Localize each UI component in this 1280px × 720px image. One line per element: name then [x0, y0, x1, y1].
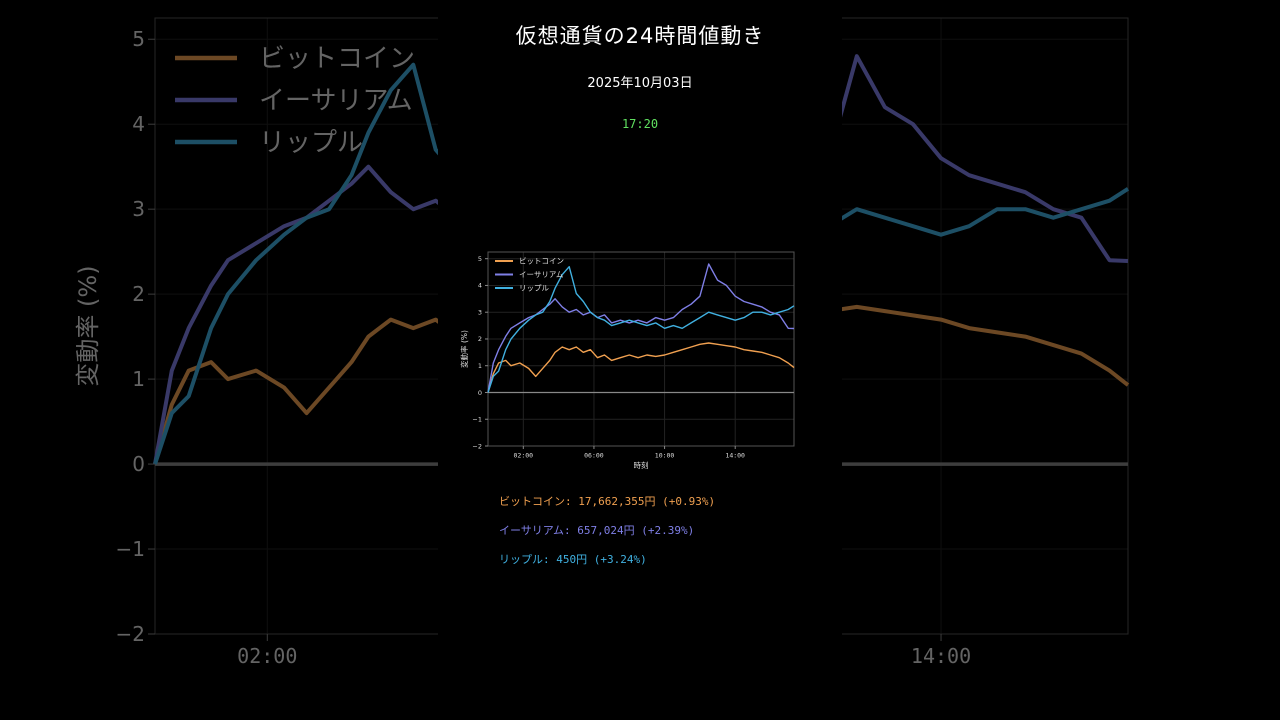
legend-label-ripple: リップル [259, 128, 363, 158]
x-axis-label: 時刻 [634, 460, 649, 470]
legend-label-bitcoin: ビットコイン [519, 257, 564, 266]
legend-label-ethereum: イーサリアム [519, 270, 563, 279]
y-tick-label: −1 [472, 416, 482, 424]
y-tick-label: 5 [478, 255, 482, 263]
series-line-ethereum [842, 54, 1129, 263]
x-tick-label: 14:00 [725, 452, 745, 460]
series-line-bitcoin [487, 342, 795, 393]
y-tick-label: 2 [132, 282, 145, 306]
y-tick-label: 4 [132, 112, 145, 136]
y-tick-label: 1 [478, 362, 482, 370]
series-line-bitcoin [842, 304, 1130, 387]
bitcoin-price: ビットコイン: 17,662,355円 (+0.93%) [499, 495, 716, 508]
legend-label-ethereum: イーサリアム [259, 86, 413, 116]
series-line-ripple [153, 62, 438, 465]
y-tick-label: −2 [116, 622, 145, 646]
ripple-price: リップル: 450円 (+3.24%) [499, 553, 647, 566]
series-line-ripple [487, 266, 795, 393]
y-tick-label: 3 [478, 308, 482, 316]
series-line-ethereum [153, 164, 438, 465]
y-tick-label: 0 [132, 452, 145, 476]
main-chart-svg: 5 4 3 2 1 0 −1 −2 02:00 06:00 10:00 14:00 時刻 変動率 (%) ビ… [459, 251, 795, 470]
date-label: 2025年10月03日 [587, 76, 693, 91]
main-chart: 5 4 3 2 1 0 −1 −2 02:00 06:00 10:00 14:00 時刻 変動率 (%) ビ… [459, 248, 800, 477]
y-tick-label: 3 [132, 197, 145, 221]
legend-label-bitcoin: ビットコイン [259, 44, 415, 74]
y-tick-label: 1 [132, 367, 145, 391]
y-tick-label: −2 [472, 442, 482, 450]
y-axis-label: 変動率 (%) [74, 265, 102, 386]
series-line-bitcoin [153, 317, 438, 465]
plot-frame [154, 17, 438, 635]
series-line-ripple [842, 187, 1130, 237]
time-label: 17:20 [621, 117, 659, 131]
y-tick-label: 5 [132, 27, 145, 51]
x-tick-label: 02:00 [514, 452, 534, 460]
y-tick-label: 4 [478, 282, 482, 290]
ethereum-price: イーサリアム: 657,024円 (+2.39%) [499, 524, 695, 537]
y-tick-label: −1 [116, 537, 145, 561]
x-tick-label: 10:00 [655, 452, 675, 460]
center-panel: 仮想通貨の24時間値動き 2025年10月03日 17:20 5 4 3 2 1 0 −1 −… [438, 0, 842, 720]
legend-label-ripple: リップル [519, 284, 549, 293]
y-tick-label: 0 [478, 389, 482, 397]
plot-frame [842, 17, 1129, 635]
y-tick-label: 2 [478, 335, 482, 343]
x-tick-label: 02:00 [237, 644, 297, 668]
x-tick-label: 14:00 [911, 644, 971, 668]
page-title: 仮想通貨の24時間値動き [515, 24, 765, 48]
x-tick-label: 06:00 [584, 452, 604, 460]
plot-frame [487, 251, 795, 447]
main-chart-plot: 5 4 3 2 1 0 −1 −2 02:00 06:00 10:00 14:00 時刻 変動率 (%) ビ… [459, 251, 795, 470]
y-axis-label: 変動率 (%) [460, 330, 469, 368]
